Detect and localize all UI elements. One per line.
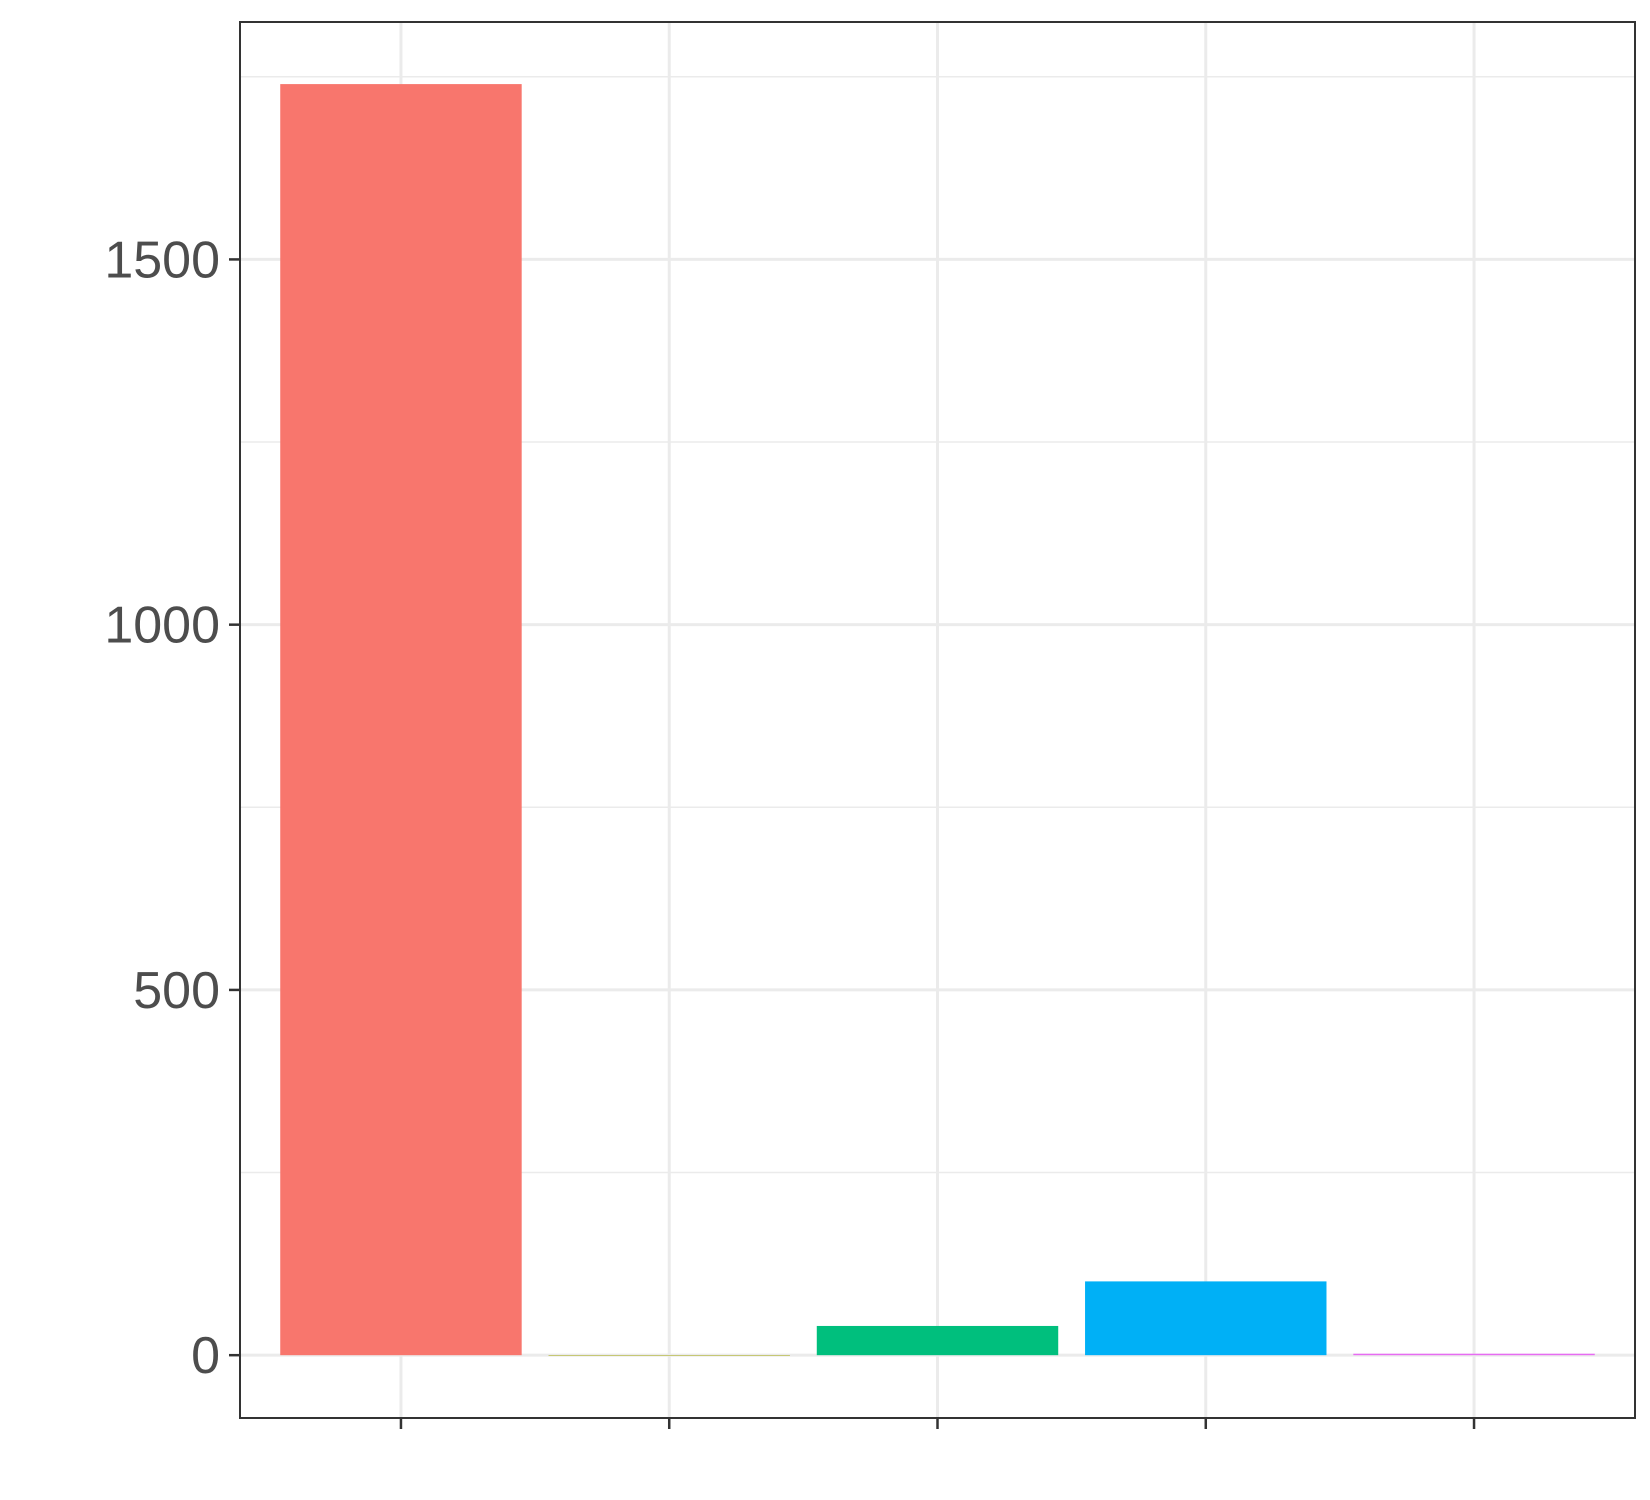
bars (280, 84, 1595, 1356)
bar (816, 1325, 1059, 1356)
y-tick-label: 1000 (104, 597, 220, 655)
x-axis (399, 1418, 1476, 1429)
y-tick-label: 1500 (104, 231, 220, 289)
bar (1085, 1281, 1327, 1356)
bar (280, 84, 522, 1356)
bar (548, 1355, 790, 1356)
y-axis: 0 500 1000 1500 (104, 231, 240, 1385)
y-tick-label: 500 (133, 962, 220, 1020)
y-tick-label: 0 (191, 1327, 220, 1385)
bar (1353, 1353, 1595, 1356)
